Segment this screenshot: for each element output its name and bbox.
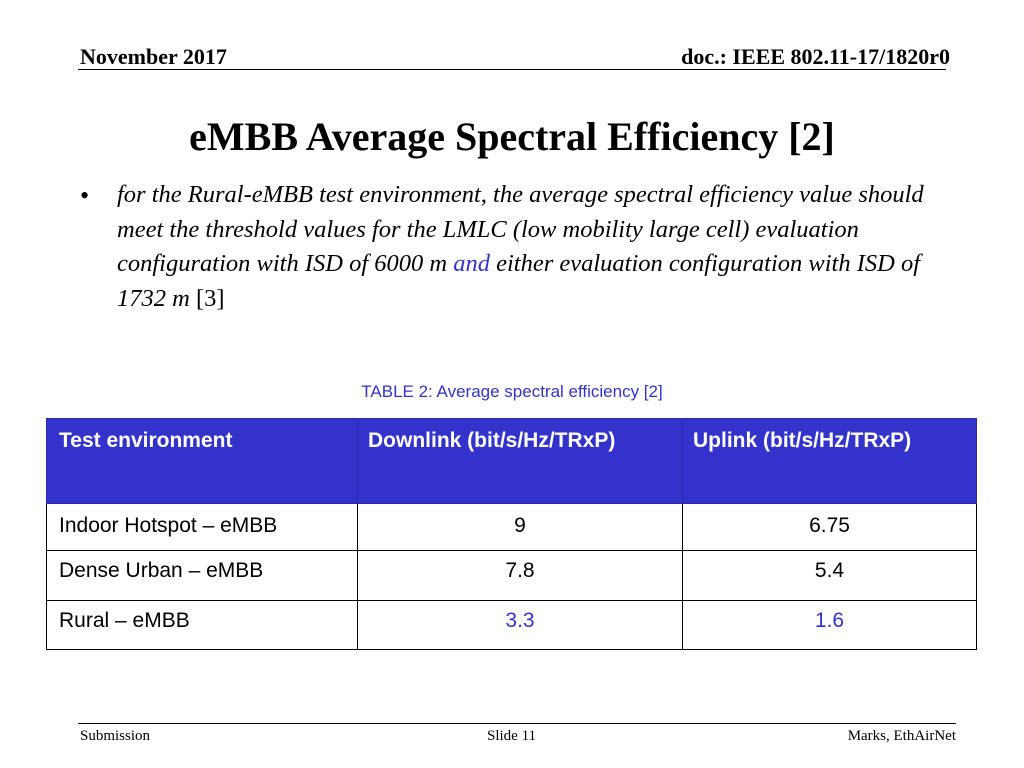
table-header-row: Test environment Downlink (bit/s/Hz/TRxP…	[46, 418, 977, 504]
bullet-text-part2: either evaluation configuration with ISD…	[117, 250, 921, 312]
table-row: Rural – eMBB 3.3 1.6	[46, 600, 977, 650]
header-divider	[78, 69, 946, 70]
footer-author: Marks, EthAirNet	[847, 728, 956, 744]
cell-uplink: 5.4	[682, 550, 977, 601]
footer-submission: Submission	[80, 728, 151, 744]
table-row: Dense Urban – eMBB 7.8 5.4	[46, 550, 977, 601]
cell-downlink: 3.3	[357, 600, 683, 650]
spectral-efficiency-table: Test environment Downlink (bit/s/Hz/TRxP…	[46, 418, 977, 650]
table-row: Indoor Hotspot – eMBB 9 6.75	[46, 503, 977, 551]
column-header-uplink: Uplink (bit/s/Hz/TRxP)	[682, 418, 977, 504]
cell-uplink: 6.75	[682, 503, 977, 551]
cell-downlink: 9	[357, 503, 683, 551]
header-date: November 2017	[80, 44, 227, 69]
column-header-downlink: Downlink (bit/s/Hz/TRxP)	[357, 418, 683, 504]
footer-divider	[78, 723, 956, 724]
column-header-environment: Test environment	[46, 418, 358, 504]
slide-title: eMBB Average Spectral Efficiency [2]	[189, 114, 835, 159]
bullet-highlight: and	[453, 250, 490, 277]
cell-environment: Rural – eMBB	[46, 600, 358, 650]
table-caption: TABLE 2: Average spectral efficiency [2]	[361, 382, 663, 401]
bullet-reference: [3]	[189, 284, 225, 312]
cell-uplink: 1.6	[682, 600, 977, 650]
bullet-icon: •	[80, 181, 90, 210]
bullet-text-part1: for the Rural-eMBB test environment, the…	[117, 181, 924, 277]
cell-environment: Indoor Hotspot – eMBB	[46, 503, 358, 551]
bullet-text: for the Rural-eMBB test environment, the…	[117, 178, 937, 316]
footer-slide-number: Slide 11	[487, 728, 537, 744]
header-doc-id: doc.: IEEE 802.11-17/1820r0	[681, 44, 950, 69]
cell-downlink: 7.8	[357, 550, 683, 601]
cell-environment: Dense Urban – eMBB	[46, 550, 358, 601]
